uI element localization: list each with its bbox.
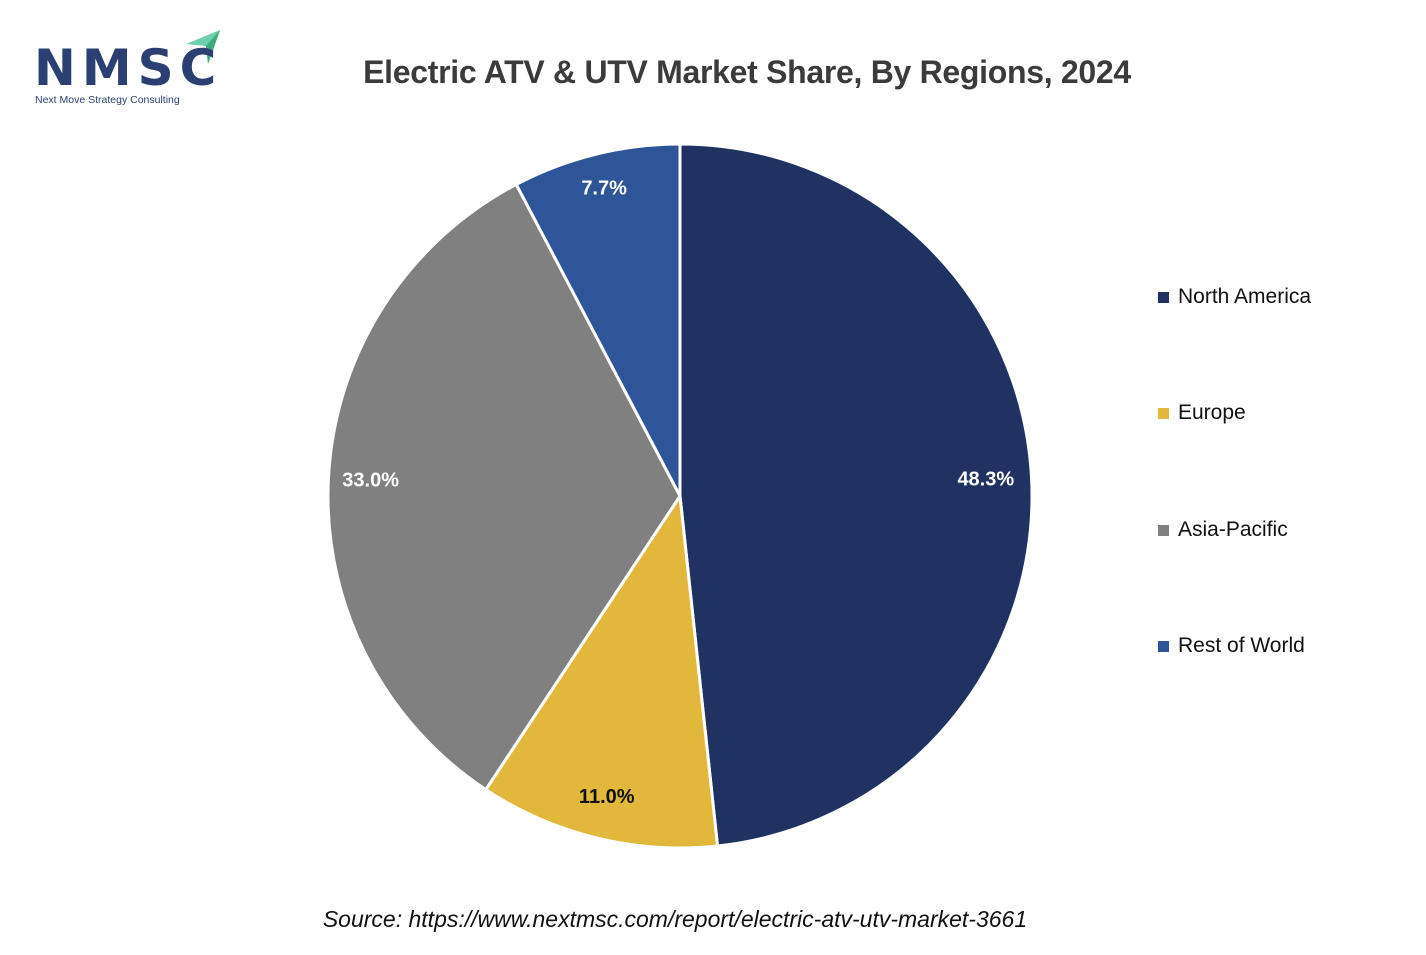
legend-swatch <box>1158 524 1169 536</box>
logo-wordmark: NMSC <box>34 39 223 97</box>
data-label-north-america: 48.3% <box>957 469 1014 491</box>
data-label-rest-of-world: 7.7% <box>581 177 627 199</box>
pie-slice-europe <box>484 494 720 850</box>
legend-item-rest-of-world: Rest of World <box>1158 634 1305 658</box>
legend-label: Rest of World <box>1178 634 1305 657</box>
chart-title: Electric ATV & UTV Market Share, By Regi… <box>363 54 1131 90</box>
legend-item-north-america: North America <box>1158 285 1311 309</box>
legend-item-asia-pacific: Asia-Pacific <box>1158 518 1288 542</box>
paper-plane-icon <box>186 30 220 64</box>
legend-label: Europe <box>1178 401 1246 424</box>
legend-label: Asia-Pacific <box>1178 518 1288 541</box>
legend-swatch <box>1158 291 1169 303</box>
logo-tagline: Next Move Strategy Consulting <box>35 94 180 106</box>
pie-slice-north-america <box>678 142 1034 848</box>
legend-swatch <box>1158 640 1169 652</box>
pie-slice-asia-pacific <box>326 182 682 792</box>
legend-label: North America <box>1178 285 1312 308</box>
pie-slice-rest-of-world <box>514 142 682 498</box>
logo: NMSC Next Move Strategy Consulting <box>34 28 224 108</box>
data-label-asia-pacific: 33.0% <box>342 469 399 491</box>
source-citation: Source: https://www.nextmsc.com/report/e… <box>322 906 1028 932</box>
legend-item-europe: Europe <box>1158 401 1246 425</box>
legend-swatch <box>1158 407 1169 419</box>
data-label-europe: 11.0% <box>579 786 635 808</box>
